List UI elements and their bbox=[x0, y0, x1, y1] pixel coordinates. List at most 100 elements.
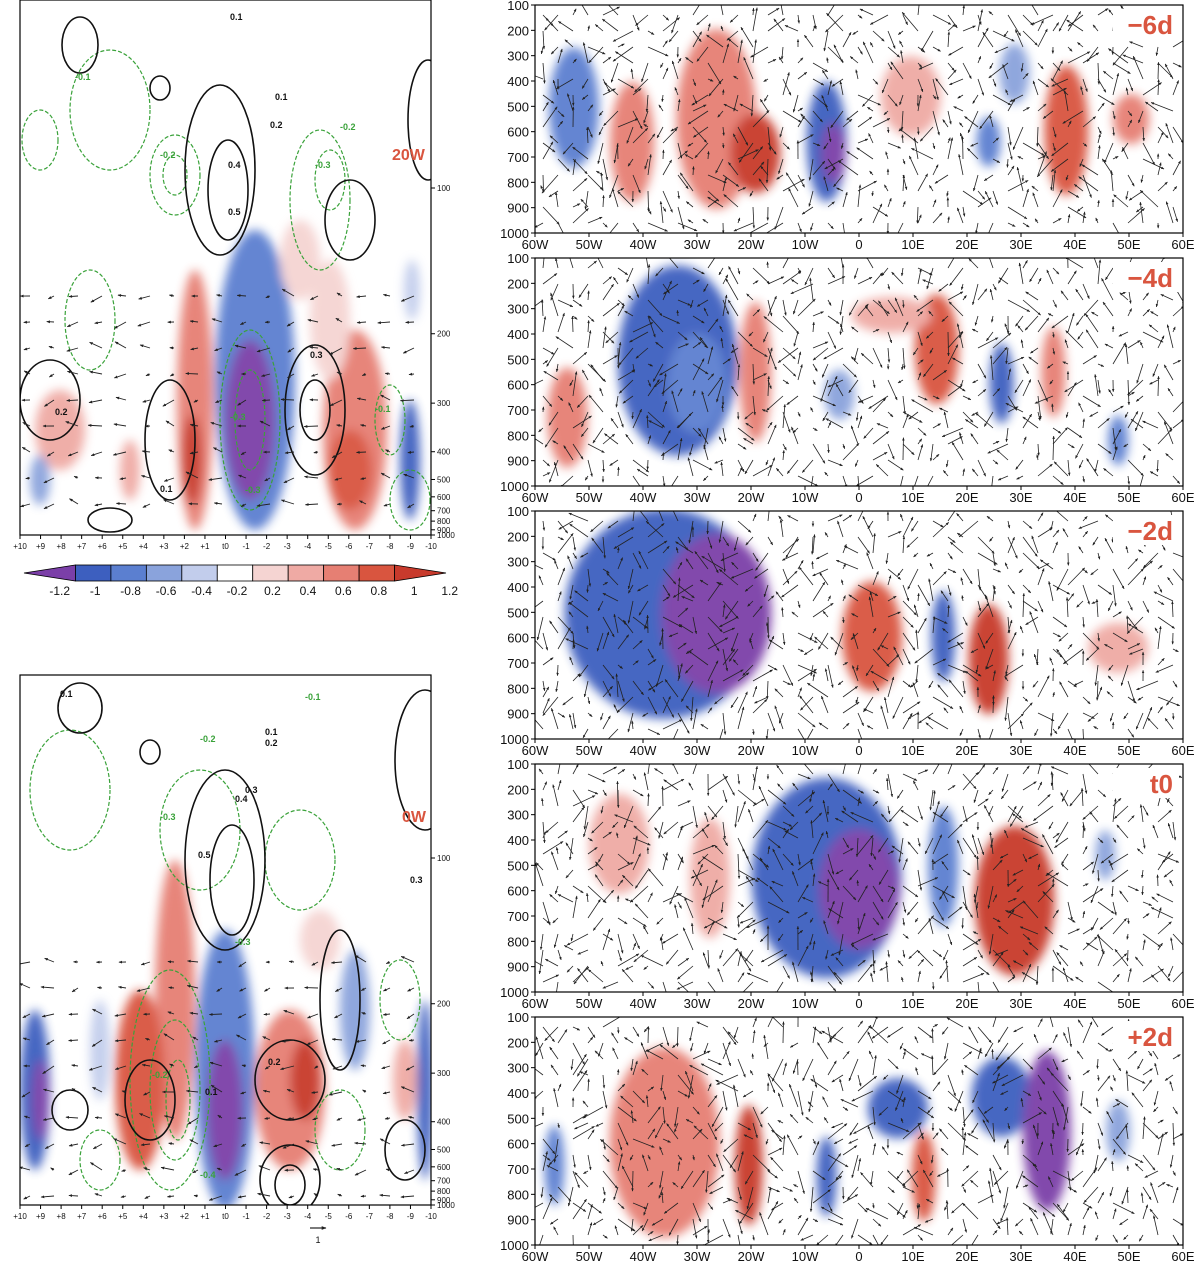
wind-vector bbox=[535, 719, 544, 730]
wind-vector bbox=[602, 6, 620, 16]
wind-vector bbox=[782, 568, 790, 585]
wind-vector bbox=[287, 373, 295, 379]
wind-vector bbox=[1101, 277, 1114, 301]
wind-vector bbox=[767, 664, 778, 671]
wind-vector bbox=[744, 459, 754, 475]
wind-vector bbox=[1015, 315, 1024, 327]
wind-vector bbox=[810, 407, 814, 413]
wind-vector bbox=[581, 94, 589, 100]
wind-vector bbox=[1172, 1106, 1178, 1115]
wind-vector bbox=[1097, 1122, 1104, 1136]
wind-vector bbox=[1097, 1138, 1101, 1150]
wind-vector bbox=[1147, 717, 1159, 730]
wind-vector bbox=[1004, 696, 1009, 721]
wind-vector bbox=[598, 1042, 604, 1057]
wind-vector bbox=[602, 78, 611, 93]
wind-vector bbox=[563, 945, 574, 951]
wind-vector bbox=[953, 106, 964, 112]
wind-vector bbox=[286, 1088, 295, 1093]
wind-vector bbox=[988, 222, 994, 233]
wind-vector bbox=[1124, 411, 1129, 418]
wind-vector bbox=[943, 707, 949, 714]
wind-vector bbox=[552, 917, 559, 924]
wind-vector bbox=[262, 1036, 271, 1041]
wind-vector bbox=[587, 46, 606, 55]
wind-vector bbox=[967, 110, 979, 134]
wind-vector bbox=[1037, 712, 1055, 722]
wind-vectors bbox=[535, 5, 1183, 233]
wind-vector bbox=[1103, 70, 1114, 80]
wind-vector bbox=[602, 1186, 606, 1196]
wind-vector bbox=[737, 217, 741, 224]
wind-vector bbox=[1127, 174, 1135, 187]
wind-vector bbox=[965, 1145, 979, 1156]
wind-vector bbox=[932, 110, 940, 136]
wind-vector bbox=[932, 94, 937, 100]
wind-vector bbox=[839, 1078, 844, 1092]
wind-vector bbox=[767, 142, 777, 155]
wind-vector bbox=[917, 62, 923, 68]
wind-vector bbox=[408, 1038, 415, 1042]
wind-vector bbox=[887, 443, 895, 460]
left-panel-2-time-ticks: +10 +9 +8 +7 +6 +5 +4 +3 +2 +1 t0 -1 -2 -3 -4 -5 -6 -7 -8-… bbox=[13, 1205, 437, 1221]
wind-vector bbox=[1142, 1122, 1159, 1139]
wind-vector bbox=[407, 450, 415, 454]
colorbar-label: 1 bbox=[411, 584, 418, 598]
wind-vector bbox=[240, 503, 247, 507]
wind-vector bbox=[1082, 174, 1092, 198]
wind-vector bbox=[587, 1203, 593, 1220]
wind-vector bbox=[68, 294, 79, 298]
wind-vector bbox=[94, 503, 103, 507]
time-tick-label: t0 bbox=[222, 542, 229, 551]
x-tick-label: 10E bbox=[901, 743, 924, 758]
wind-vector bbox=[872, 206, 889, 217]
wind-vector bbox=[788, 187, 799, 208]
wind-vector bbox=[677, 190, 680, 200]
wind-vector bbox=[887, 805, 891, 815]
wind-vector bbox=[193, 399, 199, 403]
wind-vector bbox=[796, 1060, 799, 1076]
wind-vector bbox=[996, 1218, 1009, 1225]
wind-vector bbox=[797, 664, 817, 674]
wind-vector bbox=[771, 1202, 784, 1211]
wind-vector bbox=[917, 438, 923, 445]
wind-vector bbox=[550, 46, 559, 55]
wind-vector bbox=[241, 1143, 247, 1148]
wind-vector bbox=[1079, 158, 1084, 167]
wind-vector bbox=[538, 427, 544, 433]
wind-vector bbox=[1082, 616, 1085, 628]
wind-vector bbox=[738, 142, 754, 163]
wind-vector bbox=[767, 1170, 778, 1179]
wind-vector bbox=[1067, 593, 1075, 602]
wind-vector bbox=[617, 411, 624, 428]
wind-vector bbox=[822, 69, 829, 80]
wind-vector bbox=[1111, 869, 1129, 883]
wind-vector bbox=[557, 222, 564, 233]
wind-vector bbox=[830, 110, 844, 129]
wind-vector bbox=[1033, 1033, 1039, 1044]
wind-vector bbox=[1155, 299, 1159, 308]
wind-vector bbox=[926, 267, 934, 290]
wind-vector bbox=[1157, 131, 1164, 144]
wind-vector bbox=[750, 94, 754, 117]
wind-vector bbox=[887, 575, 892, 586]
wind-vector bbox=[1065, 411, 1069, 418]
wind-vector bbox=[1127, 568, 1144, 586]
wind-vector bbox=[609, 459, 619, 466]
wind-vector bbox=[752, 1234, 755, 1241]
time-tick-label: -6 bbox=[345, 542, 353, 551]
wind-vector bbox=[329, 347, 343, 355]
wind-vector bbox=[331, 1143, 343, 1147]
wind-vector bbox=[40, 1195, 55, 1199]
wind-vector bbox=[602, 88, 616, 96]
wind-vector bbox=[917, 915, 935, 935]
wind-vector bbox=[703, 475, 709, 481]
wind-vector bbox=[885, 777, 889, 791]
wind-vector bbox=[932, 78, 939, 101]
wind-vector bbox=[1056, 648, 1069, 666]
wind-vector bbox=[1118, 331, 1129, 337]
wind-vector bbox=[1051, 78, 1069, 87]
wind-vector bbox=[777, 347, 799, 363]
wind-vector bbox=[168, 449, 175, 453]
wind-vector bbox=[216, 294, 223, 297]
